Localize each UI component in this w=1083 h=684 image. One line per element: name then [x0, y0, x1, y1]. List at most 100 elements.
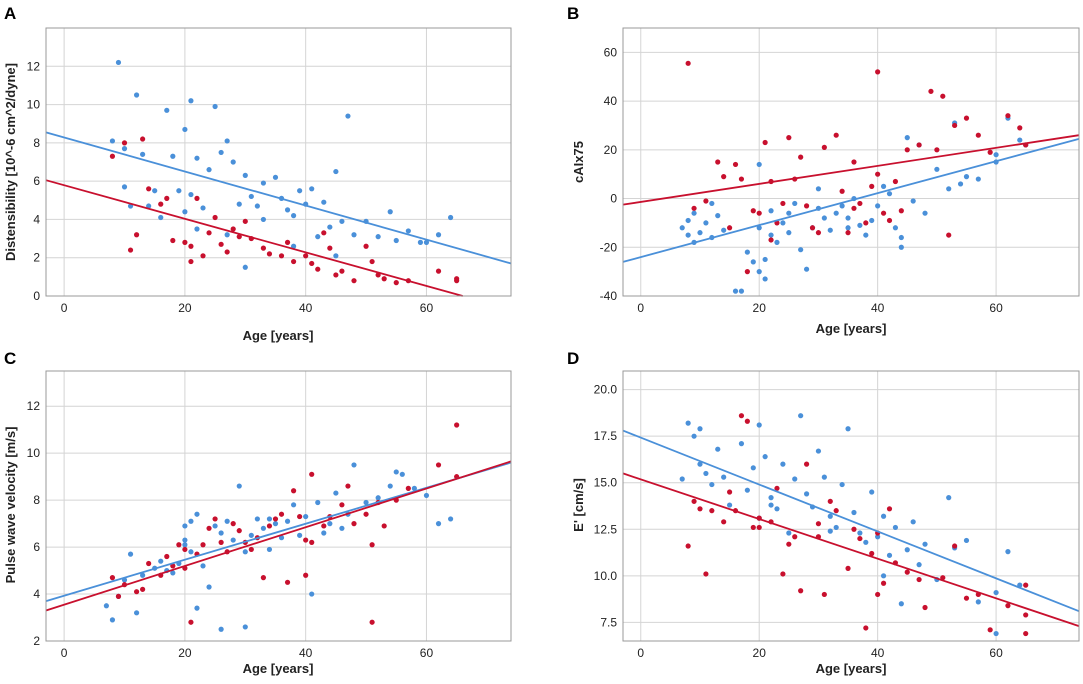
data-point-blue	[691, 433, 697, 439]
panel-d: D 0 20 40 60 7.5 10.0 12.5 15.0 17.5 20.0 Age [ye…	[567, 349, 1080, 676]
data-point-red	[170, 237, 176, 244]
data-point-blue	[284, 518, 291, 524]
data-point-red	[121, 140, 128, 146]
x-tick-label: 20	[753, 646, 767, 660]
data-point-red	[194, 195, 200, 201]
x-tick-label: 0	[637, 646, 644, 660]
data-point-red	[869, 183, 875, 189]
x-axis-title: Age [years]	[243, 661, 314, 676]
data-point-blue	[768, 208, 774, 214]
data-point-blue	[254, 203, 260, 209]
data-point-red	[845, 230, 851, 236]
data-point-blue	[375, 495, 381, 501]
data-point-red	[869, 550, 875, 557]
data-point-blue	[863, 232, 869, 238]
data-point-red	[768, 237, 774, 243]
data-point-blue	[869, 489, 875, 495]
data-point-blue	[703, 220, 709, 226]
x-tick-label: 20	[753, 301, 767, 315]
data-point-blue	[182, 523, 188, 529]
data-point-blue	[423, 492, 430, 499]
data-point-red	[833, 508, 839, 514]
data-point-blue	[922, 210, 928, 216]
data-point-blue	[762, 454, 768, 460]
data-point-red	[880, 210, 887, 216]
data-point-red	[236, 234, 242, 240]
x-tick-label: 0	[61, 646, 68, 660]
data-point-blue	[715, 213, 721, 219]
regression-line-blue	[45, 131, 512, 265]
data-point-blue	[309, 186, 315, 192]
data-point-blue	[756, 161, 762, 168]
data-point-red	[821, 144, 827, 150]
y-tick-label: 12.5	[594, 522, 618, 536]
y-tick-label: 17.5	[594, 429, 618, 443]
data-point-blue	[845, 426, 851, 432]
data-point-blue	[266, 516, 273, 522]
data-point-red	[381, 276, 387, 282]
data-point-blue	[845, 225, 851, 231]
data-point-red	[345, 483, 351, 489]
data-point-red	[333, 272, 339, 278]
data-point-red	[851, 526, 857, 532]
data-point-blue	[946, 186, 952, 192]
data-point-blue	[756, 225, 762, 231]
y-axis-title: cAIx75	[571, 141, 586, 183]
plot-frame	[622, 370, 1080, 642]
data-point-blue	[194, 226, 200, 232]
data-point-blue	[140, 572, 146, 578]
data-point-blue	[109, 138, 116, 144]
data-point-red	[454, 278, 460, 284]
data-point-red	[1005, 113, 1011, 119]
data-point-blue	[284, 207, 291, 213]
data-point-red	[863, 220, 869, 226]
data-point-blue	[242, 172, 248, 178]
data-point-blue	[685, 420, 691, 426]
data-point-blue	[833, 524, 839, 531]
data-point-blue	[750, 259, 756, 265]
data-point-blue	[188, 549, 194, 555]
data-point-blue	[792, 476, 798, 482]
data-point-red	[750, 208, 756, 214]
data-point-red	[952, 122, 958, 129]
data-point-red	[756, 210, 762, 216]
data-point-red	[774, 485, 780, 491]
data-point-red	[164, 553, 170, 560]
data-point-blue	[248, 193, 254, 200]
data-point-red	[940, 575, 946, 581]
data-point-blue	[448, 214, 454, 221]
data-point-blue	[869, 217, 875, 224]
data-point-blue	[1005, 549, 1011, 555]
data-point-red	[140, 136, 146, 142]
data-point-blue	[880, 573, 887, 579]
data-point-blue	[703, 470, 709, 477]
data-point-red	[369, 619, 375, 625]
data-point-red	[351, 521, 357, 527]
data-point-blue	[194, 605, 200, 611]
data-point-red	[115, 593, 122, 599]
y-tick-label: 6	[33, 540, 40, 554]
data-point-blue	[857, 222, 863, 228]
data-point-red	[339, 502, 345, 508]
data-point-red	[851, 159, 857, 165]
data-point-red	[260, 245, 267, 251]
data-point-red	[691, 205, 697, 211]
data-point-blue	[851, 509, 857, 516]
data-point-blue	[272, 174, 279, 180]
data-point-red	[875, 591, 881, 598]
data-point-blue	[821, 215, 827, 221]
data-point-blue	[910, 198, 916, 204]
y-tick-label: 40	[604, 94, 618, 108]
data-point-red	[815, 521, 822, 527]
data-point-blue	[188, 518, 194, 524]
data-point-red	[975, 132, 981, 138]
data-point-red	[266, 251, 273, 257]
data-point-blue	[236, 483, 242, 489]
data-point-blue	[230, 159, 236, 165]
x-tick-label: 60	[420, 301, 434, 315]
data-point-red	[200, 542, 206, 548]
data-point-blue	[248, 532, 254, 538]
data-point-blue	[798, 247, 804, 253]
x-tick-label: 40	[871, 646, 885, 660]
data-point-red	[140, 586, 146, 592]
